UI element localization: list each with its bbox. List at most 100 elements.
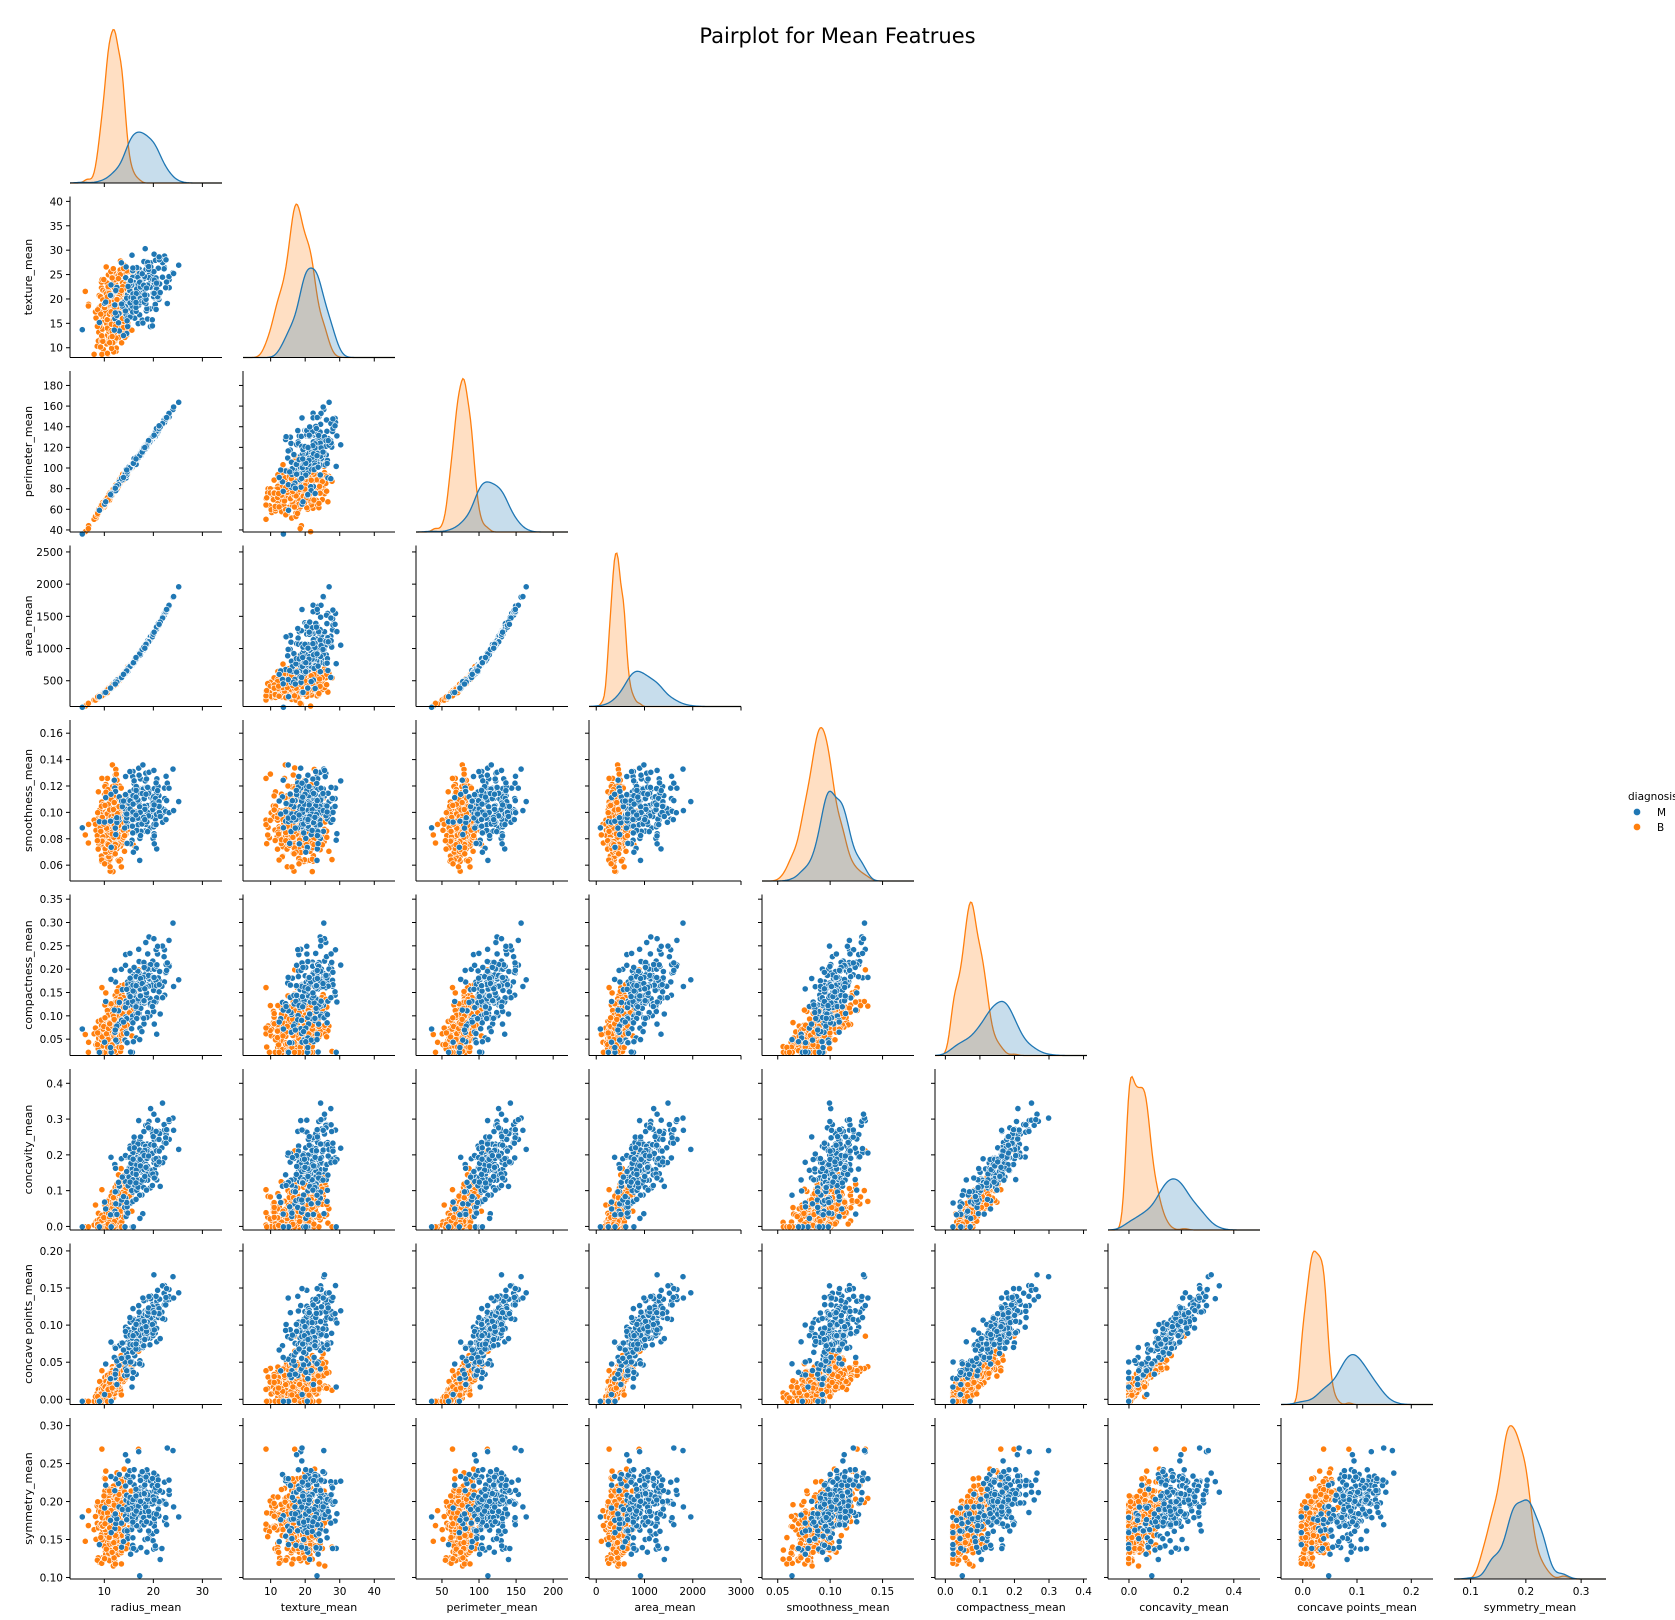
- point-M: [150, 801, 158, 809]
- point-M: [313, 414, 321, 421]
- kde-fill-B: [589, 553, 741, 707]
- point-M: [324, 437, 332, 444]
- point-M: [329, 415, 337, 423]
- panel-2-2: [415, 377, 568, 536]
- chart-title: Pairplot for Mean Featrues: [0, 24, 1675, 48]
- point-M: [333, 830, 341, 838]
- point-B: [460, 770, 468, 778]
- point-M: [107, 281, 115, 289]
- point-B: [464, 857, 472, 865]
- point-B: [115, 857, 123, 865]
- point-B: [262, 501, 270, 509]
- point-B: [106, 339, 114, 347]
- point-M: [170, 270, 177, 277]
- point-M: [155, 422, 163, 430]
- point-M: [295, 773, 303, 780]
- point-M: [299, 654, 307, 661]
- point-B: [328, 856, 336, 863]
- point-B: [104, 349, 111, 357]
- point-B: [121, 847, 128, 855]
- point-B: [98, 332, 106, 340]
- point-B: [263, 840, 271, 848]
- point-M: [316, 668, 324, 676]
- point-B: [310, 496, 318, 504]
- point-M: [299, 793, 307, 801]
- point-M: [284, 646, 292, 653]
- point-M: [163, 797, 170, 804]
- point-M: [163, 414, 170, 421]
- point-M: [118, 300, 125, 308]
- point-B: [324, 498, 332, 506]
- point-M: [309, 640, 317, 648]
- point-M: [314, 662, 322, 670]
- point-M: [141, 291, 149, 299]
- point-M: [107, 491, 114, 498]
- panel-0-0: [69, 28, 222, 187]
- point-B: [111, 850, 119, 858]
- point-M: [170, 403, 177, 411]
- y-tick-label: 0.12: [40, 781, 63, 793]
- point-M: [113, 814, 121, 822]
- point-M: [169, 765, 177, 773]
- point-B: [85, 699, 92, 707]
- point-M: [319, 593, 327, 600]
- point-M: [323, 460, 331, 467]
- point-M: [144, 784, 152, 791]
- y-tick-label: 1000: [36, 644, 63, 656]
- point-M: [291, 824, 299, 832]
- panel-3-2: [412, 545, 568, 711]
- y-tick-label: 140: [43, 422, 63, 434]
- point-M: [139, 319, 147, 327]
- point-M: [331, 422, 339, 430]
- point-B: [325, 847, 333, 855]
- point-M: [327, 784, 335, 791]
- y-tick-label: 0.08: [40, 834, 63, 846]
- point-M: [329, 809, 337, 816]
- point-M: [319, 790, 327, 797]
- point-M: [308, 827, 316, 834]
- point-M: [325, 583, 333, 591]
- point-B: [262, 821, 270, 829]
- point-M: [120, 797, 127, 805]
- y-tick-label: 180: [43, 380, 63, 392]
- point-M: [305, 801, 313, 809]
- point-M: [319, 403, 327, 411]
- point-M: [314, 840, 322, 848]
- point-M: [313, 606, 321, 613]
- point-M: [329, 795, 336, 802]
- point-M: [150, 628, 158, 636]
- point-M: [163, 606, 170, 613]
- point-M: [313, 452, 321, 460]
- point-B: [275, 692, 283, 700]
- point-B: [263, 687, 271, 694]
- y-tick-label: 0.14: [40, 755, 64, 767]
- point-M: [312, 623, 320, 631]
- point-M: [148, 322, 156, 330]
- y-tick-label: 10: [50, 343, 63, 355]
- y-tick-label: 100: [43, 463, 63, 475]
- point-B: [85, 821, 92, 828]
- point-M: [522, 583, 530, 591]
- point-B: [100, 276, 108, 283]
- point-B: [455, 863, 462, 871]
- point-M: [139, 761, 147, 769]
- point-M: [129, 829, 137, 837]
- point-M: [319, 646, 327, 653]
- point-M: [150, 767, 158, 774]
- point-M: [319, 448, 327, 456]
- point-M: [110, 776, 118, 784]
- point-B: [94, 837, 101, 845]
- point-M: [299, 455, 307, 463]
- point-M: [127, 277, 135, 285]
- point-M: [297, 764, 305, 772]
- point-M: [150, 832, 158, 840]
- y-axis-label: texture_mean: [22, 239, 35, 315]
- point-M: [122, 773, 129, 780]
- point-B: [429, 831, 437, 839]
- point-M: [294, 634, 302, 642]
- point-M: [333, 432, 341, 440]
- point-M: [302, 848, 310, 856]
- point-B: [289, 833, 297, 841]
- point-M: [313, 832, 321, 839]
